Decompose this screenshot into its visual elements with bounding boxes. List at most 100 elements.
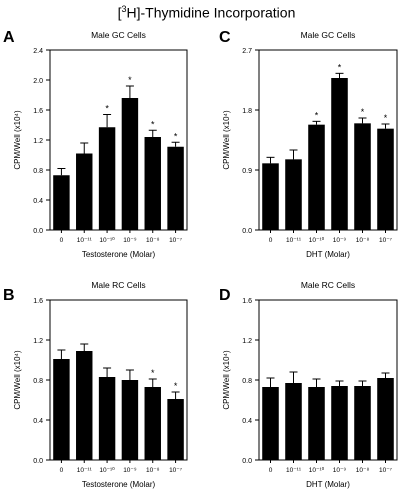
y-tick-label-c-0: 0.0 xyxy=(242,228,252,235)
x-tick-label-a-1: 10⁻¹¹ xyxy=(77,237,93,244)
figure-title: [3H]-Thymidine Incorporation xyxy=(0,0,413,22)
x-tick-label-b-2: 10⁻¹⁰ xyxy=(99,466,115,474)
title-bracket: [ xyxy=(117,4,122,21)
x-tick-label-a-2: 10⁻¹⁰ xyxy=(99,236,115,244)
x-tick-label-d-5: 10⁻⁷ xyxy=(379,467,393,474)
x-tick-label-a-5: 10⁻⁷ xyxy=(169,237,183,244)
x-tick-label-c-3: 10⁻⁹ xyxy=(333,237,347,244)
significance-star-a-5: * xyxy=(174,131,178,141)
y-tick-label-b-0: 0.0 xyxy=(33,458,43,465)
y-tick-label-a-0: 0.0 xyxy=(33,228,43,235)
x-tick-label-b-4: 10⁻⁸ xyxy=(146,467,160,474)
y-axis-label-a: CPM/Well (x10⁴) xyxy=(13,110,22,170)
significance-star-c-4: * xyxy=(361,107,365,117)
x-tick-label-b-3: 10⁻⁹ xyxy=(123,467,137,474)
bar-b-4 xyxy=(144,387,161,460)
panel-title-b: Male RC Cells xyxy=(91,280,145,290)
plot-frame-d xyxy=(258,299,398,461)
x-tick-label-d-1: 10⁻¹¹ xyxy=(286,467,302,474)
x-axis-label-d: DHT (Molar) xyxy=(306,480,350,489)
y-tick-label-c-2: 1.8 xyxy=(242,108,252,115)
y-tick-label-d-3: 1.2 xyxy=(242,338,252,345)
y-tick-label-a-1: 0.4 xyxy=(33,198,43,205)
significance-star-a-2: * xyxy=(105,104,109,114)
bar-d-1 xyxy=(285,383,302,460)
y-axis-label-d: CPM/Well (x10⁴) xyxy=(222,350,231,410)
y-tick-label-b-1: 0.4 xyxy=(33,418,43,425)
x-axis-label-c: DHT (Molar) xyxy=(306,250,350,259)
x-tick-label-c-0: 0 xyxy=(269,237,273,244)
title-superscript: 3 xyxy=(121,4,127,14)
bar-d-2 xyxy=(308,387,325,460)
panel-title-a: Male GC Cells xyxy=(91,30,146,40)
bar-c-2 xyxy=(308,124,325,230)
y-axis-label-c: CPM/Well (x10⁴) xyxy=(222,110,231,170)
panel-label-a: A xyxy=(3,29,15,46)
bar-c-5 xyxy=(377,128,394,230)
y-tick-label-a-4: 1.6 xyxy=(33,108,43,115)
x-tick-label-b-5: 10⁻⁷ xyxy=(169,467,183,474)
significance-star-c-3: * xyxy=(338,62,342,72)
significance-star-b-5: * xyxy=(174,381,178,391)
bar-b-5 xyxy=(167,399,184,460)
bar-c-3 xyxy=(331,78,348,230)
significance-star-a-4: * xyxy=(151,119,155,129)
bar-d-5 xyxy=(377,378,394,460)
bar-d-0 xyxy=(262,387,279,460)
y-tick-label-c-1: 0.9 xyxy=(242,168,252,175)
x-tick-label-c-2: 10⁻¹⁰ xyxy=(309,236,325,244)
y-tick-label-a-6: 2.4 xyxy=(33,48,43,55)
x-tick-label-b-0: 0 xyxy=(60,467,64,474)
x-tick-label-a-0: 0 xyxy=(60,237,64,244)
bar-a-0 xyxy=(53,175,70,230)
panel-title-d: Male RC Cells xyxy=(301,280,355,290)
y-tick-label-a-5: 2.0 xyxy=(33,78,43,85)
x-tick-label-a-4: 10⁻⁸ xyxy=(146,237,160,244)
bar-b-2 xyxy=(98,377,116,460)
bar-c-1 xyxy=(285,159,302,230)
panel-label-b: B xyxy=(3,287,15,304)
y-tick-label-a-3: 1.2 xyxy=(33,138,43,145)
title-rest: H]-Thymidine Incorporation xyxy=(126,4,296,21)
significance-star-a-3: * xyxy=(128,75,132,85)
y-tick-label-b-3: 1.2 xyxy=(33,338,43,345)
bar-d-4 xyxy=(354,386,371,460)
y-tick-label-d-4: 1.6 xyxy=(242,298,252,305)
bar-c-4 xyxy=(354,123,371,230)
bar-b-3 xyxy=(121,380,139,460)
bar-b-1 xyxy=(76,351,93,460)
x-tick-label-b-1: 10⁻¹¹ xyxy=(77,467,93,474)
significance-star-b-4: * xyxy=(151,368,155,378)
panel-title-c: Male GC Cells xyxy=(301,30,356,40)
panel-label-d: D xyxy=(219,287,231,304)
bar-d-3 xyxy=(331,386,348,460)
x-tick-label-d-3: 10⁻⁹ xyxy=(333,467,347,474)
plot-frame-b xyxy=(49,299,188,461)
bar-a-2 xyxy=(98,127,116,230)
y-tick-label-c-3: 2.7 xyxy=(242,48,252,55)
x-tick-label-c-5: 10⁻⁷ xyxy=(379,237,393,244)
bar-a-3 xyxy=(121,98,139,230)
y-tick-label-b-2: 0.8 xyxy=(33,378,43,385)
plot-frame-a xyxy=(49,49,188,231)
significance-star-c-2: * xyxy=(315,110,319,120)
bar-a-4 xyxy=(144,137,161,230)
x-tick-label-c-1: 10⁻¹¹ xyxy=(286,237,302,244)
y-tick-label-d-1: 0.4 xyxy=(242,418,252,425)
x-tick-label-c-4: 10⁻⁸ xyxy=(356,237,370,244)
plot-frame-c xyxy=(258,49,398,231)
x-axis-label-b: Testosterone (Molar) xyxy=(82,480,156,489)
x-tick-label-d-4: 10⁻⁸ xyxy=(356,467,370,474)
y-tick-label-a-2: 0.8 xyxy=(33,168,43,175)
x-axis-label-a: Testosterone (Molar) xyxy=(82,250,156,259)
y-tick-label-b-4: 1.6 xyxy=(33,298,43,305)
significance-star-c-5: * xyxy=(384,113,388,123)
panel-label-c: C xyxy=(219,29,231,46)
bar-c-0 xyxy=(262,163,279,230)
y-tick-label-d-2: 0.8 xyxy=(242,378,252,385)
x-tick-label-a-3: 10⁻⁹ xyxy=(123,237,137,244)
bar-b-0 xyxy=(53,359,70,460)
y-tick-label-d-0: 0.0 xyxy=(242,458,252,465)
bar-a-1 xyxy=(76,153,93,230)
